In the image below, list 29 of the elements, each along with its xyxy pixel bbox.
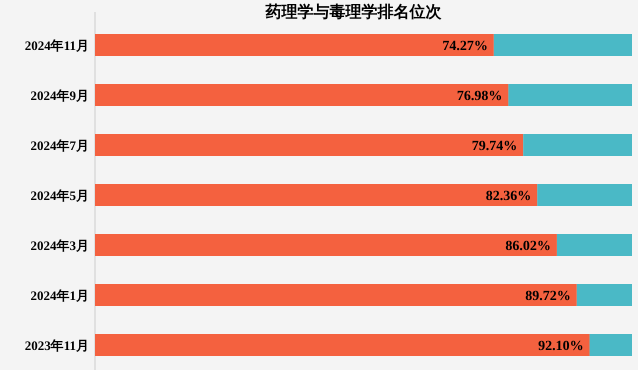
data-label: 86.02% [505, 239, 551, 254]
y-tick-label: 2024年11月 [24, 38, 89, 53]
bar [95, 284, 577, 306]
bar [556, 234, 632, 256]
bar [590, 334, 632, 356]
data-label: 76.98% [456, 89, 502, 104]
bar [95, 334, 590, 356]
bar [95, 84, 508, 106]
bar [576, 284, 632, 306]
data-label: 89.72% [525, 289, 571, 304]
data-label: 74.27% [442, 39, 488, 54]
data-label: 79.74% [472, 139, 518, 154]
y-tick-label: 2024年9月 [30, 88, 89, 103]
data-label: 82.36% [486, 189, 532, 204]
y-tick-label: 2023年11月 [24, 338, 89, 353]
data-label: 92.10% [538, 339, 584, 354]
y-tick-label: 2024年3月 [30, 238, 89, 253]
bar [508, 84, 632, 106]
chart-title: 药理学与毒理学排名位次 [264, 3, 442, 21]
bar [95, 184, 538, 206]
bar [537, 184, 632, 206]
bar [494, 34, 632, 56]
bar [523, 134, 632, 156]
y-tick-label: 2024年7月 [30, 138, 89, 153]
y-tick-label: 2024年1月 [30, 288, 89, 303]
y-tick-label: 2024年5月 [30, 188, 89, 203]
bar [95, 234, 557, 256]
bar [95, 134, 524, 156]
bar [95, 34, 494, 56]
